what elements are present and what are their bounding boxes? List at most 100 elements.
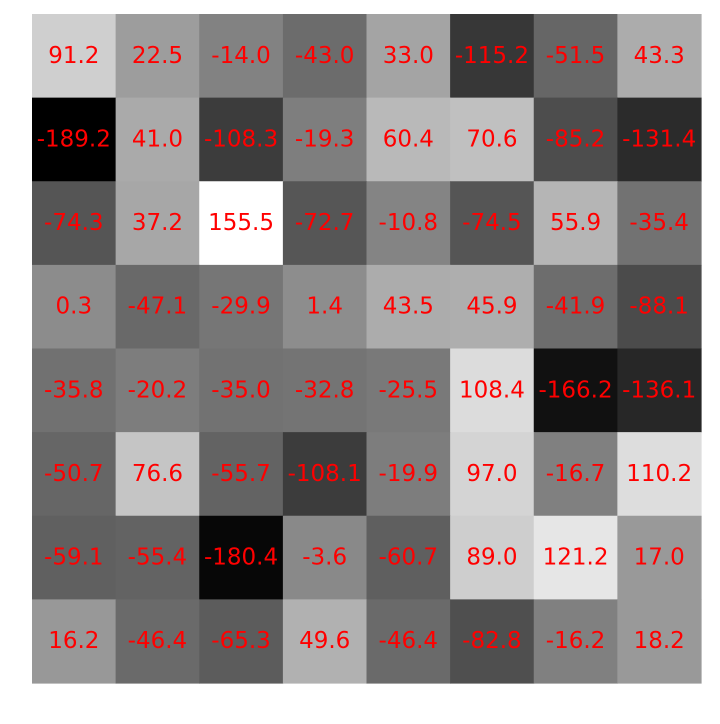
heatmap-value-label-r2-c7: -35.4: [629, 210, 689, 236]
heatmap-cell-r2-c2: [199, 181, 284, 266]
heatmap-value-label-r1-c6: -85.2: [546, 126, 606, 152]
heatmap-value-label-r0-c7: 43.3: [634, 43, 685, 69]
heatmap-value-label-r6-c5: 89.0: [466, 545, 517, 571]
heatmap-cell-r1-c4: [366, 97, 451, 182]
heatmap-cell-r1-c2: [199, 97, 284, 182]
heatmap-value-label-r4-c5: 108.4: [459, 377, 525, 403]
heatmap-cell-r3-c7: [617, 264, 702, 350]
heatmap-cell-r6-c3: [282, 515, 368, 600]
heatmap-value-label-r5-c2: -55.7: [211, 461, 271, 487]
heatmap-cell-r5-c3: [282, 432, 368, 517]
heatmap-value-label-r6-c2: -180.4: [204, 545, 278, 571]
heatmap-value-label-r0-c1: 22.5: [132, 43, 183, 69]
heatmap-cell-r1-c6: [533, 97, 618, 182]
heatmap-cell-r0-c4: [366, 14, 451, 99]
heatmap-value-label-r7-c0: 16.2: [48, 628, 99, 654]
heatmap-value-label-r5-c5: 97.0: [466, 461, 517, 487]
heatmap-value-label-r4-c7: -136.1: [622, 377, 696, 403]
heatmap-value-label-r3-c5: 45.9: [466, 294, 517, 320]
heatmap-cell-r4-c5: [450, 348, 535, 433]
heatmap-value-label-r0-c6: -51.5: [546, 43, 606, 69]
heatmap-cell-r6-c1: [115, 515, 200, 600]
heatmap-value-label-r0-c0: 91.2: [48, 43, 99, 69]
heatmap-cell-r7-c5: [450, 599, 535, 684]
heatmap-cell-r7-c1: [115, 599, 200, 684]
heatmap-value-label-r3-c3: 1.4: [306, 294, 343, 320]
heatmap-cell-r0-c7: [617, 14, 702, 99]
heatmap-cell-r2-c6: [533, 181, 618, 266]
heatmap-cell-r0-c2: [199, 14, 284, 99]
heatmap-value-label-r3-c4: 43.5: [383, 294, 434, 320]
heatmap-value-label-r3-c0: 0.3: [56, 294, 93, 320]
heatmap-cell-r7-c3: [282, 599, 368, 684]
heatmap-value-label-r7-c5: -82.8: [462, 628, 522, 654]
heatmap-value-label-r2-c0: -74.3: [44, 210, 104, 236]
heatmap-cell-r0-c1: [115, 14, 200, 99]
heatmap-cell-r7-c0: [32, 599, 117, 684]
heatmap-cell-r3-c0: [32, 264, 117, 350]
heatmap-cell-r2-c5: [450, 181, 535, 266]
heatmap-cell-r3-c1: [115, 264, 200, 350]
heatmap-value-label-r7-c6: -16.2: [546, 628, 606, 654]
heatmap-value-label-r7-c7: 18.2: [634, 628, 685, 654]
heatmap-value-label-r0-c2: -14.0: [211, 43, 271, 69]
heatmap-cell-r6-c2: [199, 515, 284, 600]
heatmap-value-label-r6-c4: -60.7: [379, 545, 439, 571]
heatmap-value-label-r4-c4: -25.5: [379, 377, 439, 403]
heatmap-cell-r5-c4: [366, 432, 451, 517]
heatmap-value-label-r7-c3: 49.6: [299, 628, 350, 654]
heatmap-value-label-r3-c1: -47.1: [128, 294, 188, 320]
heatmap-value-label-r4-c2: -35.0: [211, 377, 271, 403]
heatmap-cell-r5-c7: [617, 432, 702, 517]
heatmap-cell-r7-c7: [617, 599, 702, 684]
heatmap-value-label-r2-c6: 55.9: [550, 210, 601, 236]
heatmap-cell-r1-c1: [115, 97, 200, 182]
heatmap-cell-r1-c0: [32, 97, 117, 182]
heatmap-cell-r2-c3: [282, 181, 368, 266]
heatmap-cell-r6-c6: [533, 515, 618, 600]
heatmap-cell-r0-c0: [32, 14, 117, 99]
heatmap-cell-r3-c2: [199, 264, 284, 350]
heatmap-value-label-r1-c5: 70.6: [466, 126, 517, 152]
heatmap-cell-r4-c3: [282, 348, 368, 433]
heatmap-cell-r6-c7: [617, 515, 702, 600]
heatmap-cell-r5-c1: [115, 432, 200, 517]
heatmap-cell-r3-c5: [450, 264, 535, 350]
heatmap-value-label-r2-c4: -10.8: [379, 210, 439, 236]
heatmap-cell-r2-c1: [115, 181, 200, 266]
heatmap-cell-r2-c4: [366, 181, 451, 266]
heatmap-cell-r6-c0: [32, 515, 117, 600]
heatmap-value-label-r5-c6: -16.7: [546, 461, 606, 487]
heatmap-value-label-r3-c2: -29.9: [211, 294, 271, 320]
heatmap-value-label-r1-c1: 41.0: [132, 126, 183, 152]
heatmap-value-label-r6-c7: 17.0: [634, 545, 685, 571]
heatmap-cell-r2-c7: [617, 181, 702, 266]
heatmap-cells: [32, 14, 702, 684]
heatmap-cell-r7-c6: [533, 599, 618, 684]
heatmap-value-label-r1-c3: -19.3: [295, 126, 355, 152]
heatmap-value-label-r0-c5: -115.2: [455, 43, 529, 69]
heatmap-cell-r2-c0: [32, 181, 117, 266]
heatmap-cell-r0-c5: [450, 14, 535, 99]
heatmap-cell-r0-c6: [533, 14, 618, 99]
heatmap-cell-r5-c0: [32, 432, 117, 517]
heatmap-value-label-r4-c0: -35.8: [44, 377, 104, 403]
heatmap-value-label-r2-c2: 155.5: [208, 210, 274, 236]
heatmap-cell-r4-c7: [617, 348, 702, 433]
heatmap-value-label-r7-c4: -46.4: [379, 628, 439, 654]
heatmap-value-label-r7-c1: -46.4: [128, 628, 188, 654]
heatmap-labels: 91.2 22.5 -14.0 -43.0 33.0 -115.2 -51.5 43.3 -18…: [37, 43, 697, 654]
heatmap-value-label-r0-c4: 33.0: [383, 43, 434, 69]
heatmap-cell-r5-c6: [533, 432, 618, 517]
heatmap-cell-r6-c4: [366, 515, 451, 600]
heatmap-value-label-r2-c5: -74.5: [462, 210, 522, 236]
heatmap-value-label-r6-c6: 121.2: [543, 545, 609, 571]
heatmap-value-label-r1-c7: -131.4: [622, 126, 696, 152]
heatmap-cell-r1-c5: [450, 97, 535, 182]
heatmap-cell-r7-c4: [366, 599, 451, 684]
heatmap-value-label-r5-c1: 76.6: [132, 461, 183, 487]
heatmap-value-label-r4-c1: -20.2: [128, 377, 188, 403]
heatmap-cell-r3-c4: [366, 264, 451, 350]
heatmap-cell-r3-c3: [282, 264, 368, 350]
